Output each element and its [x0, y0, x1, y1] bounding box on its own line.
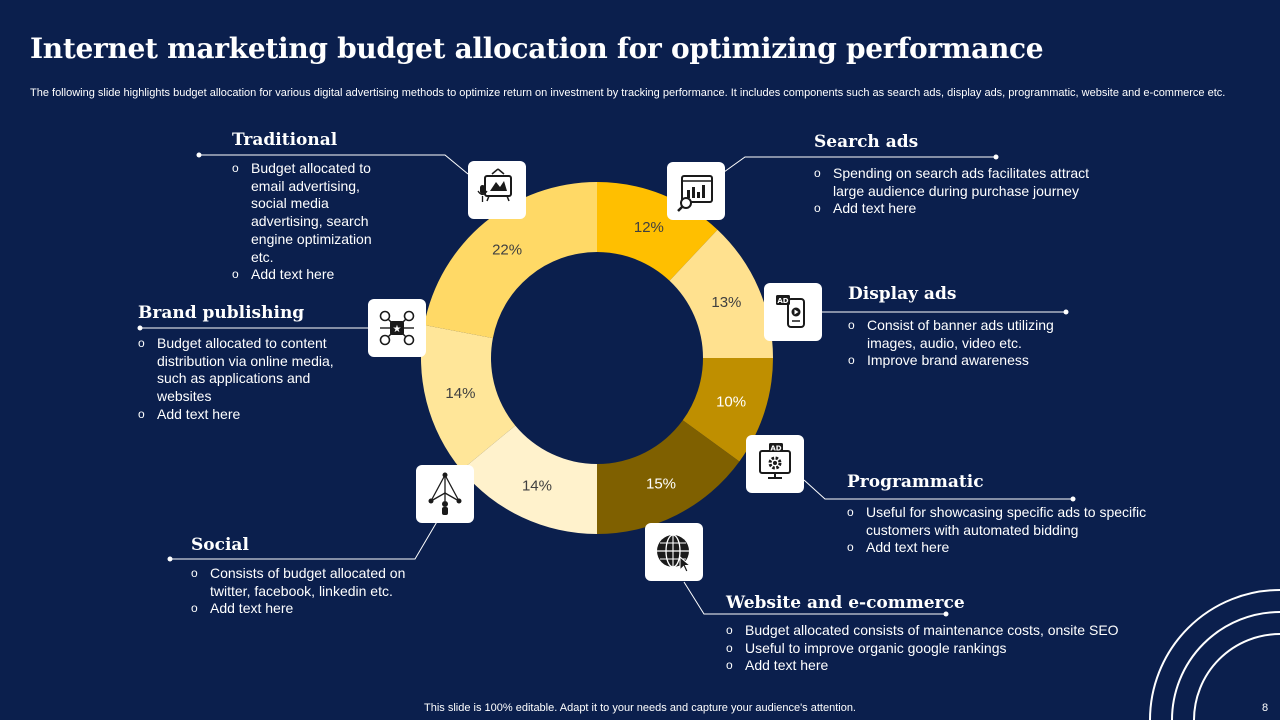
display-ads-icon-box: AD	[764, 283, 822, 341]
svg-text:AD: AD	[777, 297, 788, 305]
display-ads-bullet-2: Improve brand awareness	[848, 352, 1083, 370]
search-ads-bullets: Spending on search ads facilitates attra…	[814, 165, 1104, 218]
search-ads-heading: Search ads	[814, 132, 919, 152]
website-ecommerce-heading: Website and e-commerce	[726, 593, 965, 613]
tv-microphone-icon	[477, 168, 512, 202]
donut-slice-search-ads	[597, 182, 718, 281]
traditional-bullet-2: Add text here	[232, 266, 392, 284]
display-ads-bullets: Consist of banner ads utilizing images, …	[848, 317, 1083, 370]
traditional-heading: Traditional	[232, 130, 338, 150]
social-bullets: Consists of budget allocated on twitter,…	[191, 565, 436, 618]
social-icon-box	[416, 465, 474, 523]
svg-text:AD: AD	[770, 445, 781, 453]
programmatic-bullet-2: Add text here	[847, 539, 1162, 557]
svg-text:★: ★	[393, 324, 402, 335]
footer-note: This slide is 100% editable. Adapt it to…	[424, 702, 856, 714]
donut-label-website-and-e-commerce: 15%	[646, 476, 676, 493]
donut-label-traditional: 22%	[492, 241, 522, 258]
donut-label-search-ads: 12%	[634, 219, 664, 236]
ad-smartphone-icon: AD	[776, 295, 805, 328]
donut-slice-website-and-e-commerce	[597, 420, 740, 534]
display-ads-heading: Display ads	[848, 284, 957, 304]
social-heading: Social	[191, 535, 249, 555]
website-ecommerce-bullet-2: Useful to improve organic google ranking…	[726, 640, 1156, 658]
page-title: Internet marketing budget allocation for…	[30, 32, 1044, 65]
website-icon-box	[645, 523, 703, 581]
search-ads-bullet-2: Add text here	[814, 200, 1104, 218]
brand-publishing-icon-box: ★	[368, 299, 426, 357]
brand-publishing-bullet-2: Add text here	[138, 406, 353, 424]
traditional-icon-box	[468, 161, 526, 219]
programmatic-bullets: Useful for showcasing specific ads to sp…	[847, 504, 1162, 557]
social-bullet-2: Add text here	[191, 600, 436, 618]
programmatic-icon-box: AD	[746, 435, 804, 493]
donut-label-social: 14%	[522, 478, 552, 495]
website-ecommerce-bullet-3: Add text here	[726, 657, 1156, 675]
donut-label-programmatic: 10%	[716, 394, 746, 411]
decorative-arcs	[1149, 589, 1280, 720]
network-person-icon	[428, 472, 462, 515]
traditional-bullet-1: Budget allocated to email advertising, s…	[232, 160, 392, 266]
display-ads-bullet-1: Consist of banner ads utilizing images, …	[848, 317, 1083, 352]
search-ads-icon-box	[667, 162, 725, 220]
programmatic-heading: Programmatic	[847, 472, 984, 492]
content-network-icon: ★	[379, 310, 415, 346]
page-subtitle: The following slide highlights budget al…	[30, 87, 1226, 99]
website-ecommerce-bullets: Budget allocated consists of maintenance…	[726, 622, 1156, 675]
programmatic-bullet-1: Useful for showcasing specific ads to sp…	[847, 504, 1162, 539]
ad-monitor-gear-icon: AD	[759, 443, 791, 479]
donut-slice-social	[461, 425, 597, 534]
donut-label-brand-publishing: 14%	[445, 385, 475, 402]
donut-slice-brand-publishing	[420, 325, 516, 471]
page-number: 8	[1262, 702, 1269, 714]
globe-cursor-icon	[657, 534, 692, 573]
donut-slice-display-ads	[669, 229, 773, 358]
website-ecommerce-bullet-1: Budget allocated consists of maintenance…	[726, 622, 1156, 640]
donut-label-display-ads: 13%	[711, 294, 741, 311]
analytics-search-icon	[677, 175, 713, 212]
donut-slice-traditional	[424, 182, 597, 339]
brand-publishing-heading: Brand publishing	[138, 303, 305, 323]
brand-publishing-bullets: Budget allocated to content distribution…	[138, 335, 353, 424]
search-ads-bullet-1: Spending on search ads facilitates attra…	[814, 165, 1104, 200]
brand-publishing-bullet-1: Budget allocated to content distribution…	[138, 335, 353, 406]
traditional-bullets: Budget allocated to email advertising, s…	[232, 160, 392, 284]
social-bullet-1: Consists of budget allocated on twitter,…	[191, 565, 436, 600]
